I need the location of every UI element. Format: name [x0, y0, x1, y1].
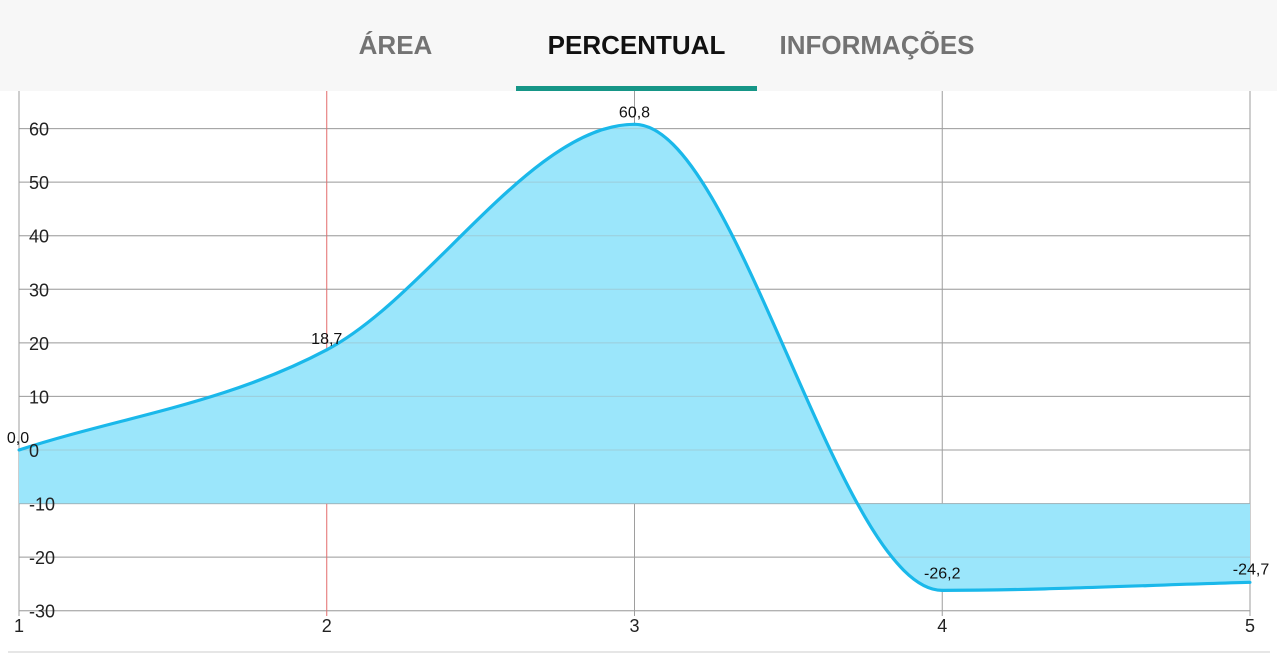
- y-tick-label: 40: [29, 227, 49, 247]
- chart-area[interactable]: 60 50 40 30 20 10 0 -10 -20 -30 1 2 3 4 5 0,0 18,7 60,8 -2…: [0, 91, 1277, 653]
- data-value-label: -24,7: [1233, 561, 1270, 578]
- bottom-divider: [8, 651, 1270, 653]
- tab-informacoes-label: INFORMAÇÕES: [779, 30, 975, 60]
- data-value-label: 0,0: [7, 430, 29, 447]
- series-line: [18, 122, 1251, 592]
- tab-informacoes[interactable]: INFORMAÇÕES: [772, 0, 982, 91]
- x-tick-label: 3: [629, 616, 639, 636]
- x-tick-label: 5: [1245, 616, 1255, 636]
- area-fill: [19, 124, 1250, 591]
- percentual-chart[interactable]: 60 50 40 30 20 10 0 -10 -20 -301 2 3 4 5 0,0 18,7 60,8 -2…: [0, 91, 1277, 653]
- x-tick-label: 2: [322, 616, 332, 636]
- y-tick-label: 10: [29, 387, 49, 407]
- data-value-label: -26,2: [924, 565, 961, 582]
- y-tick-label: 0: [29, 441, 39, 461]
- data-point: [325, 348, 329, 352]
- data-point: [633, 122, 636, 126]
- data-point: [17, 448, 21, 452]
- y-tick-label: -30: [29, 602, 55, 622]
- data-value-label: 60,8: [619, 104, 650, 121]
- y-tick-label: 50: [29, 173, 49, 193]
- x-tick-label: 4: [937, 616, 947, 636]
- active-tab-indicator: [516, 86, 757, 91]
- y-tick-label: -10: [29, 495, 55, 515]
- tab-percentual[interactable]: PERCENTUAL: [516, 0, 757, 91]
- tab-percentual-label: PERCENTUAL: [547, 30, 726, 60]
- y-tick-label: 30: [29, 280, 49, 300]
- tab-area-label: ÁREA: [358, 30, 433, 60]
- data-value-label: 18,7: [311, 331, 342, 348]
- data-point: [940, 588, 944, 592]
- tab-area[interactable]: ÁREA: [318, 0, 473, 91]
- tab-bar: ÁREA PERCENTUAL INFORMAÇÕES: [0, 0, 1277, 91]
- data-point: [1248, 580, 1252, 584]
- x-tick-label: 1: [14, 616, 24, 636]
- y-tick-label: 20: [29, 334, 49, 354]
- y-tick-label: 60: [29, 120, 49, 140]
- y-tick-label: -20: [29, 548, 55, 568]
